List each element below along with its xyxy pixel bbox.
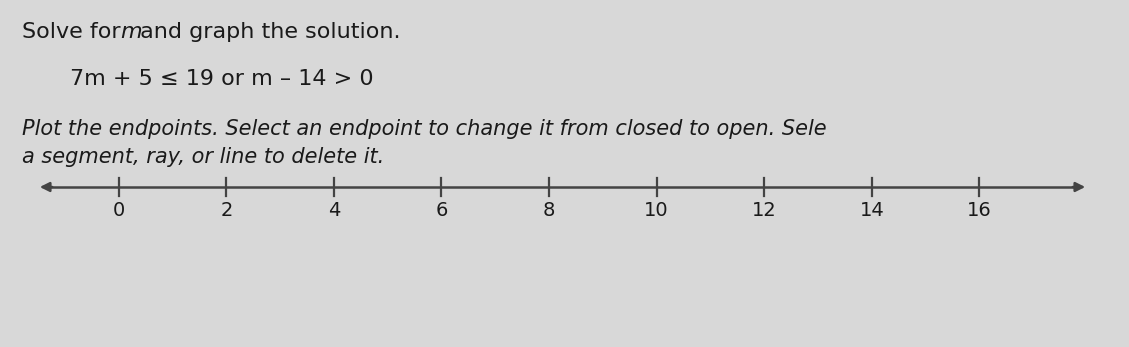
Text: 8: 8 <box>543 201 555 220</box>
Text: 4: 4 <box>327 201 340 220</box>
Text: a segment, ray, or line to delete it.: a segment, ray, or line to delete it. <box>21 147 384 167</box>
Text: 10: 10 <box>645 201 669 220</box>
Text: 12: 12 <box>752 201 777 220</box>
Text: 2: 2 <box>220 201 233 220</box>
Text: 7m + 5 ≤ 19 or m – 14 > 0: 7m + 5 ≤ 19 or m – 14 > 0 <box>70 69 374 89</box>
Text: Plot the endpoints. Select an endpoint to change it from closed to open. Sele: Plot the endpoints. Select an endpoint t… <box>21 119 826 139</box>
Text: 0: 0 <box>113 201 125 220</box>
Text: 14: 14 <box>859 201 884 220</box>
Text: Solve for: Solve for <box>21 22 128 42</box>
Text: and graph the solution.: and graph the solution. <box>133 22 401 42</box>
Text: m: m <box>120 22 141 42</box>
Text: 6: 6 <box>436 201 448 220</box>
Text: 16: 16 <box>966 201 991 220</box>
